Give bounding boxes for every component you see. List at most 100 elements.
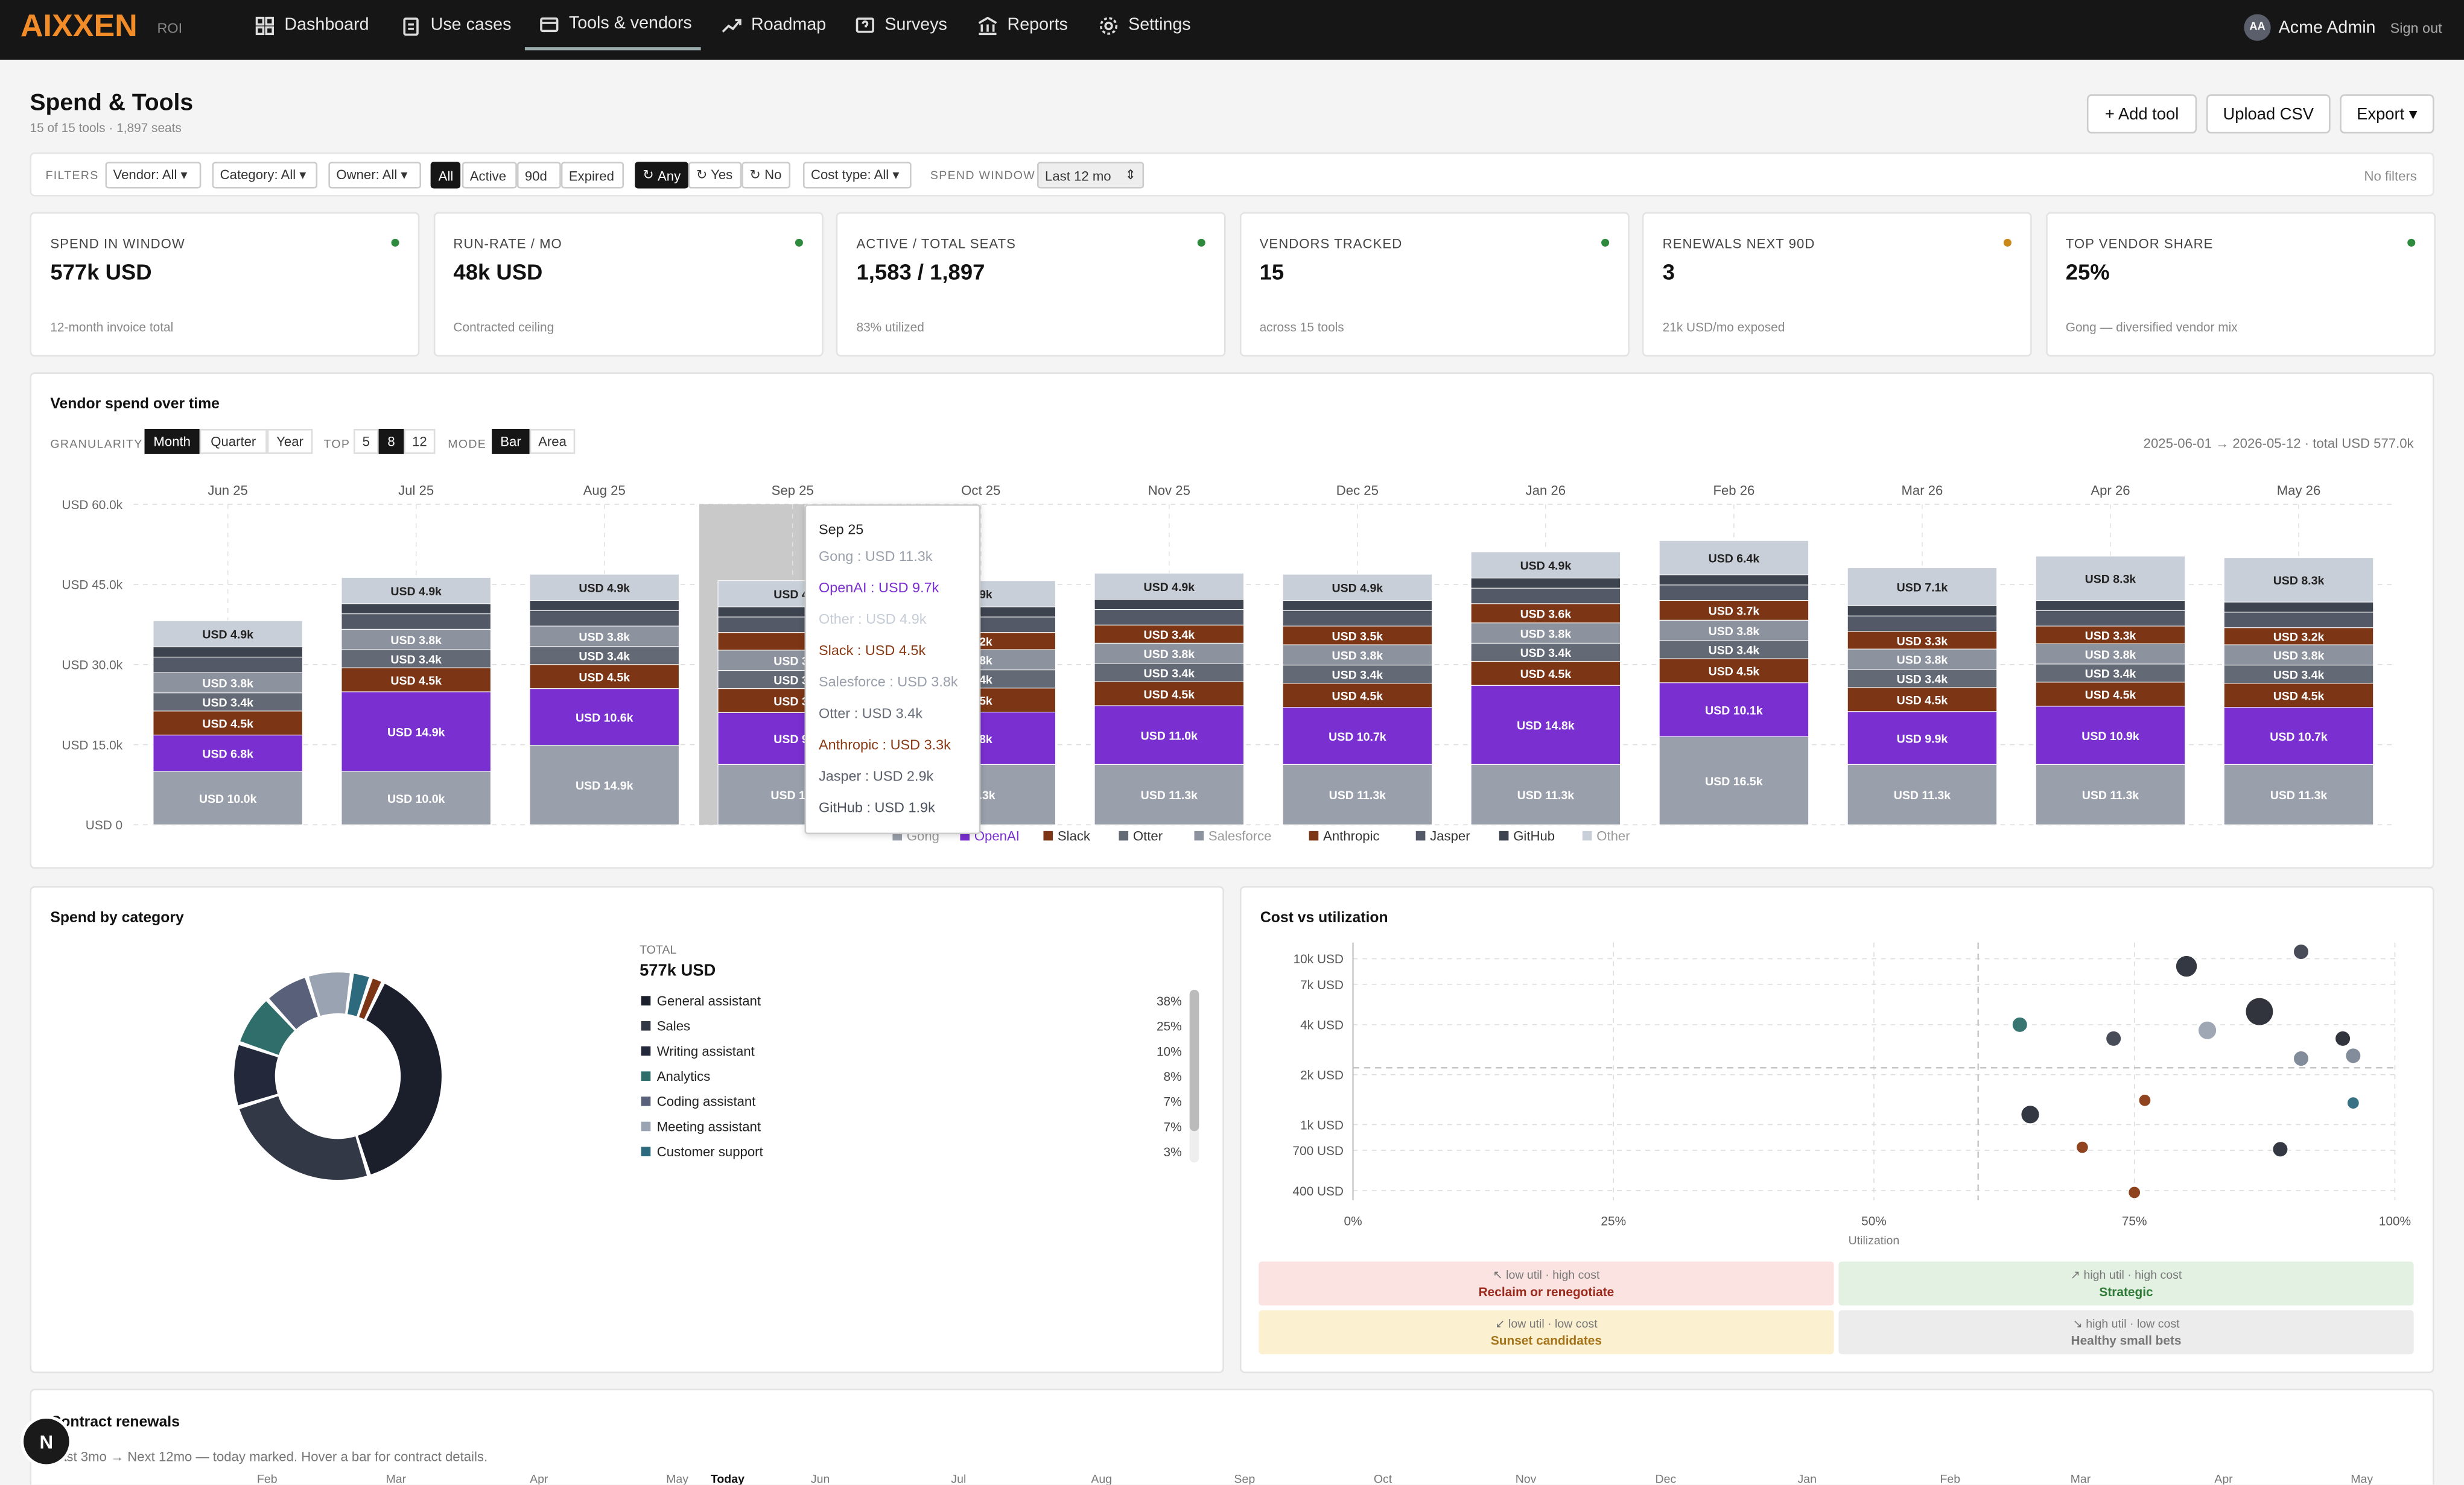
bar-segment-gong[interactable] [2035, 764, 2186, 825]
bar-segment-openai[interactable] [341, 691, 491, 772]
bar-segment-jasper[interactable] [341, 613, 491, 630]
avatar[interactable]: AA [2244, 14, 2271, 41]
donut-slice[interactable] [348, 974, 369, 1016]
status-active[interactable]: Active [462, 162, 517, 189]
bar-segment-github[interactable] [2223, 601, 2374, 613]
assistant-fab[interactable]: N [24, 1418, 69, 1464]
export-button[interactable]: Export ▾ [2340, 94, 2434, 134]
bar-segment-gong[interactable] [1094, 764, 1245, 825]
bar-segment-otter[interactable] [1282, 665, 1433, 684]
nav-tools-vendors[interactable]: Tools & vendors [524, 0, 701, 51]
bar-segment-openai[interactable] [1659, 682, 1809, 737]
flag-yes[interactable]: ↻ Yes [688, 162, 742, 189]
bar-segment-otter[interactable] [529, 646, 679, 665]
bar-segment-jasper[interactable] [529, 610, 679, 627]
scatter-point[interactable] [2292, 1050, 2310, 1068]
status-all[interactable]: All [430, 162, 461, 189]
bar-segment-otter[interactable] [1470, 642, 1621, 662]
bar-segment-slack[interactable] [2223, 683, 2374, 708]
scatter-point[interactable] [2127, 1185, 2142, 1200]
status-90d[interactable]: 90d [516, 162, 561, 189]
bar-segment-other[interactable] [1470, 551, 1621, 578]
granularity-year[interactable]: Year [267, 429, 313, 454]
mode-area[interactable]: Area [529, 429, 576, 454]
bar-segment-github[interactable] [1282, 600, 1433, 611]
owner-filter[interactable]: Owner: All ▾ [328, 162, 422, 189]
nav-surveys[interactable]: Surveys [855, 0, 947, 50]
bar-segment-other[interactable] [2223, 557, 2374, 603]
bar-segment-github[interactable] [1470, 577, 1621, 589]
bar-segment-salesforce[interactable] [1470, 622, 1621, 644]
bar-segment-openai[interactable] [153, 735, 303, 772]
bar-segment-otter[interactable] [1659, 640, 1809, 659]
nav-use-cases[interactable]: Use cases [401, 0, 511, 50]
scatter-point[interactable] [2292, 943, 2310, 961]
bar-segment-anthropic[interactable] [1847, 631, 1998, 650]
donut-slice[interactable] [358, 983, 442, 1175]
bar-segment-slack[interactable] [1847, 687, 1998, 712]
scatter-point[interactable] [2334, 1030, 2352, 1047]
bar-segment-other[interactable] [341, 577, 491, 604]
bar-segment-github[interactable] [153, 647, 303, 657]
flag-any[interactable]: ↻ Any [635, 162, 688, 189]
bar-segment-openai[interactable] [529, 688, 679, 746]
bar-segment-jasper[interactable] [153, 656, 303, 673]
bar-segment-jasper[interactable] [2223, 612, 2374, 629]
bar-segment-slack[interactable] [153, 711, 303, 736]
scatter-point[interactable] [2346, 1096, 2360, 1110]
bar-segment-anthropic[interactable] [1094, 624, 1245, 644]
scatter-point[interactable] [2345, 1047, 2362, 1065]
bar-segment-salesforce[interactable] [341, 629, 491, 650]
bar-segment-slack[interactable] [529, 664, 679, 689]
bar-segment-openai[interactable] [1094, 705, 1245, 765]
bar-segment-openai[interactable] [1847, 711, 1998, 765]
bar-segment-other[interactable] [529, 574, 679, 601]
bar-segment-slack[interactable] [2035, 682, 2186, 707]
bar-segment-salesforce[interactable] [1847, 648, 1998, 670]
bar-segment-other[interactable] [2035, 556, 2186, 601]
bar-segment-otter[interactable] [2035, 663, 2186, 683]
bar-segment-slack[interactable] [1659, 658, 1809, 683]
bar-segment-slack[interactable] [1282, 683, 1433, 708]
mode-bar[interactable]: Bar [492, 429, 530, 454]
bar-segment-other[interactable] [1847, 567, 1998, 606]
top-12[interactable]: 12 [404, 429, 436, 454]
bar-segment-jasper[interactable] [2035, 610, 2186, 627]
nav-reports[interactable]: Reports [977, 0, 1068, 50]
user-name[interactable]: Acme Admin [2278, 19, 2376, 38]
bar-segment-github[interactable] [1847, 605, 1998, 616]
granularity-month[interactable]: Month [144, 429, 200, 454]
bar-segment-otter[interactable] [2223, 665, 2374, 684]
bar-segment-anthropic[interactable] [1470, 603, 1621, 624]
bar-segment-anthropic[interactable] [1282, 625, 1433, 645]
donut-slice[interactable] [359, 978, 381, 1019]
cost-type-filter[interactable]: Cost type: All ▾ [802, 162, 912, 189]
bar-segment-salesforce[interactable] [1282, 644, 1433, 666]
bar-segment-other[interactable] [1094, 572, 1245, 600]
scatter-point[interactable] [2075, 1140, 2089, 1154]
flag-no[interactable]: ↻ No [741, 162, 791, 189]
bar-segment-github[interactable] [341, 603, 491, 615]
bar-segment-anthropic[interactable] [2035, 625, 2186, 644]
vendor-filter[interactable]: Vendor: All ▾ [105, 162, 202, 189]
bar-segment-anthropic[interactable] [2223, 627, 2374, 645]
status-expired[interactable]: Expired [560, 162, 624, 189]
scatter-point[interactable] [2197, 1020, 2218, 1040]
bar-segment-salesforce[interactable] [2035, 643, 2186, 665]
bar-segment-github[interactable] [1659, 574, 1809, 586]
donut-slice[interactable] [240, 1096, 367, 1180]
add-tool-button[interactable]: + Add tool [2086, 94, 2197, 134]
spend-window-select[interactable]: Last 12 mo ⇕ [1037, 162, 1145, 189]
brand-logo[interactable]: AIXXEN [20, 9, 138, 44]
scatter-point[interactable] [2174, 954, 2199, 978]
bar-segment-openai[interactable] [2223, 707, 2374, 765]
bar-segment-other[interactable] [153, 620, 303, 648]
legend-scrollbar[interactable] [1189, 989, 1199, 1163]
bar-segment-github[interactable] [1094, 599, 1245, 610]
top-8[interactable]: 8 [378, 429, 404, 454]
bar-segment-jasper[interactable] [1094, 609, 1245, 625]
bar-segment-gong[interactable] [1847, 764, 1998, 825]
nav-dashboard[interactable]: Dashboard [255, 0, 369, 50]
granularity-quarter[interactable]: Quarter [199, 429, 267, 454]
scatter-point[interactable] [2105, 1030, 2123, 1047]
